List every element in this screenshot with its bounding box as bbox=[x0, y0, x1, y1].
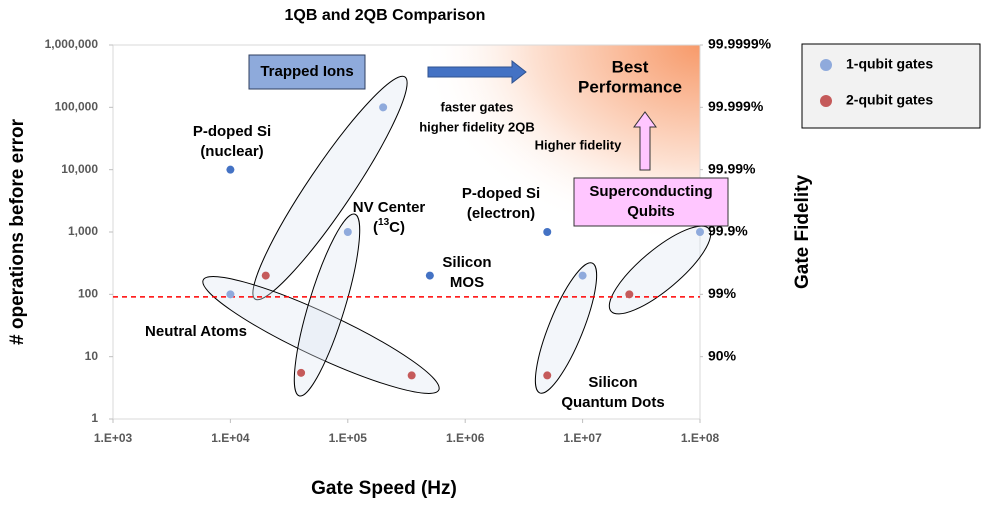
annotation-text: Silicon bbox=[588, 374, 637, 391]
point bbox=[696, 228, 704, 236]
superconducting-box bbox=[573, 177, 729, 227]
speed-arrow bbox=[427, 59, 527, 85]
annotation-text: Trapped Ions bbox=[260, 63, 353, 80]
annotation-text: (nuclear) bbox=[200, 143, 263, 160]
group-ellipse bbox=[252, 75, 408, 301]
annotation: Trapped Ions bbox=[260, 63, 353, 80]
annotation-text: Best bbox=[612, 57, 649, 76]
annotation-text: Neutral Atoms bbox=[145, 323, 247, 340]
annotation: NV Center(13C) bbox=[353, 199, 426, 236]
annotation-text: faster gates bbox=[441, 99, 514, 114]
x-tick-label: 1.E+06 bbox=[446, 431, 485, 445]
point bbox=[543, 371, 552, 380]
y2-tick-label: 99% bbox=[708, 285, 737, 301]
x-tick-label: 1.E+03 bbox=[94, 431, 133, 445]
annotation-part: ( bbox=[373, 219, 378, 236]
annotation-text: Silicon bbox=[442, 254, 491, 271]
y2-tick-label: 99.9999% bbox=[708, 36, 772, 52]
annotation: P-doped Si (nuclear) bbox=[193, 123, 271, 160]
legend-marker bbox=[820, 95, 832, 107]
y-tick-label: 1 bbox=[91, 411, 98, 425]
x-tick-label: 1.E+08 bbox=[681, 431, 720, 445]
y2-axis-label: Gate Fidelity bbox=[792, 175, 813, 289]
legend-label: 2-qubit gates bbox=[846, 92, 933, 108]
y2-tick-label: 90% bbox=[708, 347, 737, 363]
trapped-ions-box bbox=[248, 54, 366, 90]
point bbox=[261, 271, 270, 280]
x-tick-label: 1.E+04 bbox=[211, 431, 250, 445]
annotation-text: higher fidelity 2QB bbox=[419, 119, 535, 134]
point bbox=[226, 290, 235, 299]
annotation-text: (13C) bbox=[373, 217, 405, 236]
x-axis-label: Gate Speed (Hz) bbox=[311, 478, 457, 499]
y-tick-label: 1,000 bbox=[68, 224, 98, 238]
y-tick-label: 10,000 bbox=[61, 162, 98, 176]
point bbox=[407, 371, 416, 380]
annotation: Higher fidelity bbox=[535, 137, 622, 152]
group-ellipse bbox=[608, 225, 712, 315]
annotation: Silicon MOS bbox=[442, 254, 491, 291]
annotation-text: P-doped Si bbox=[193, 123, 271, 140]
x-tick-label: 1.E+07 bbox=[563, 431, 602, 445]
annotation-part: C) bbox=[389, 219, 405, 236]
point bbox=[226, 165, 235, 174]
annotation-text: NV Center bbox=[353, 199, 426, 216]
annotation-superscript: 13 bbox=[378, 217, 390, 228]
y-tick-label: 100 bbox=[78, 287, 98, 301]
group-ellipse bbox=[202, 276, 440, 394]
annotation-text: Superconducting bbox=[589, 183, 712, 200]
chart-title: 1QB and 2QB Comparison bbox=[285, 7, 486, 24]
annotation-text: (electron) bbox=[467, 205, 535, 222]
point bbox=[578, 271, 587, 280]
y2-tick-label: 99.999% bbox=[708, 98, 764, 114]
x-tick-label: 1.E+05 bbox=[329, 431, 368, 445]
y2-tick-label: 99.9% bbox=[708, 223, 748, 239]
legend-label: 1-qubit gates bbox=[846, 56, 933, 72]
y-tick-label: 1,000,000 bbox=[45, 37, 99, 51]
legend-marker bbox=[820, 59, 832, 71]
annotation: Superconducting Qubits bbox=[589, 183, 712, 220]
point bbox=[343, 228, 352, 236]
point bbox=[425, 271, 434, 280]
annotation-text: P-doped Si bbox=[462, 185, 540, 202]
annotation: faster gates higher fidelity 2QB bbox=[419, 99, 535, 134]
group-ellipse bbox=[293, 213, 361, 397]
groups bbox=[202, 75, 712, 397]
annotation: P-doped Si (electron) bbox=[462, 185, 540, 222]
group-ellipse bbox=[534, 262, 598, 394]
y-axis-label: # operations before error bbox=[7, 118, 28, 345]
point bbox=[625, 290, 634, 299]
annotation: Neutral Atoms bbox=[145, 323, 247, 340]
annotation: Silicon Quantum Dots bbox=[561, 374, 664, 411]
y-tick-label: 100,000 bbox=[55, 100, 99, 114]
point bbox=[543, 228, 552, 236]
fidelity-arrow bbox=[633, 111, 657, 171]
annotation-text: Performance bbox=[578, 77, 682, 96]
legend-box bbox=[801, 43, 981, 129]
annotation-text: Quantum Dots bbox=[561, 394, 664, 411]
point bbox=[297, 368, 306, 377]
annotation-text: MOS bbox=[450, 274, 484, 291]
y-tick-label: 10 bbox=[85, 349, 99, 363]
point bbox=[379, 103, 388, 112]
annotation-text: Higher fidelity bbox=[535, 137, 622, 152]
y2-tick-label: 99.99% bbox=[708, 160, 756, 176]
annotation-text: Qubits bbox=[627, 203, 675, 220]
